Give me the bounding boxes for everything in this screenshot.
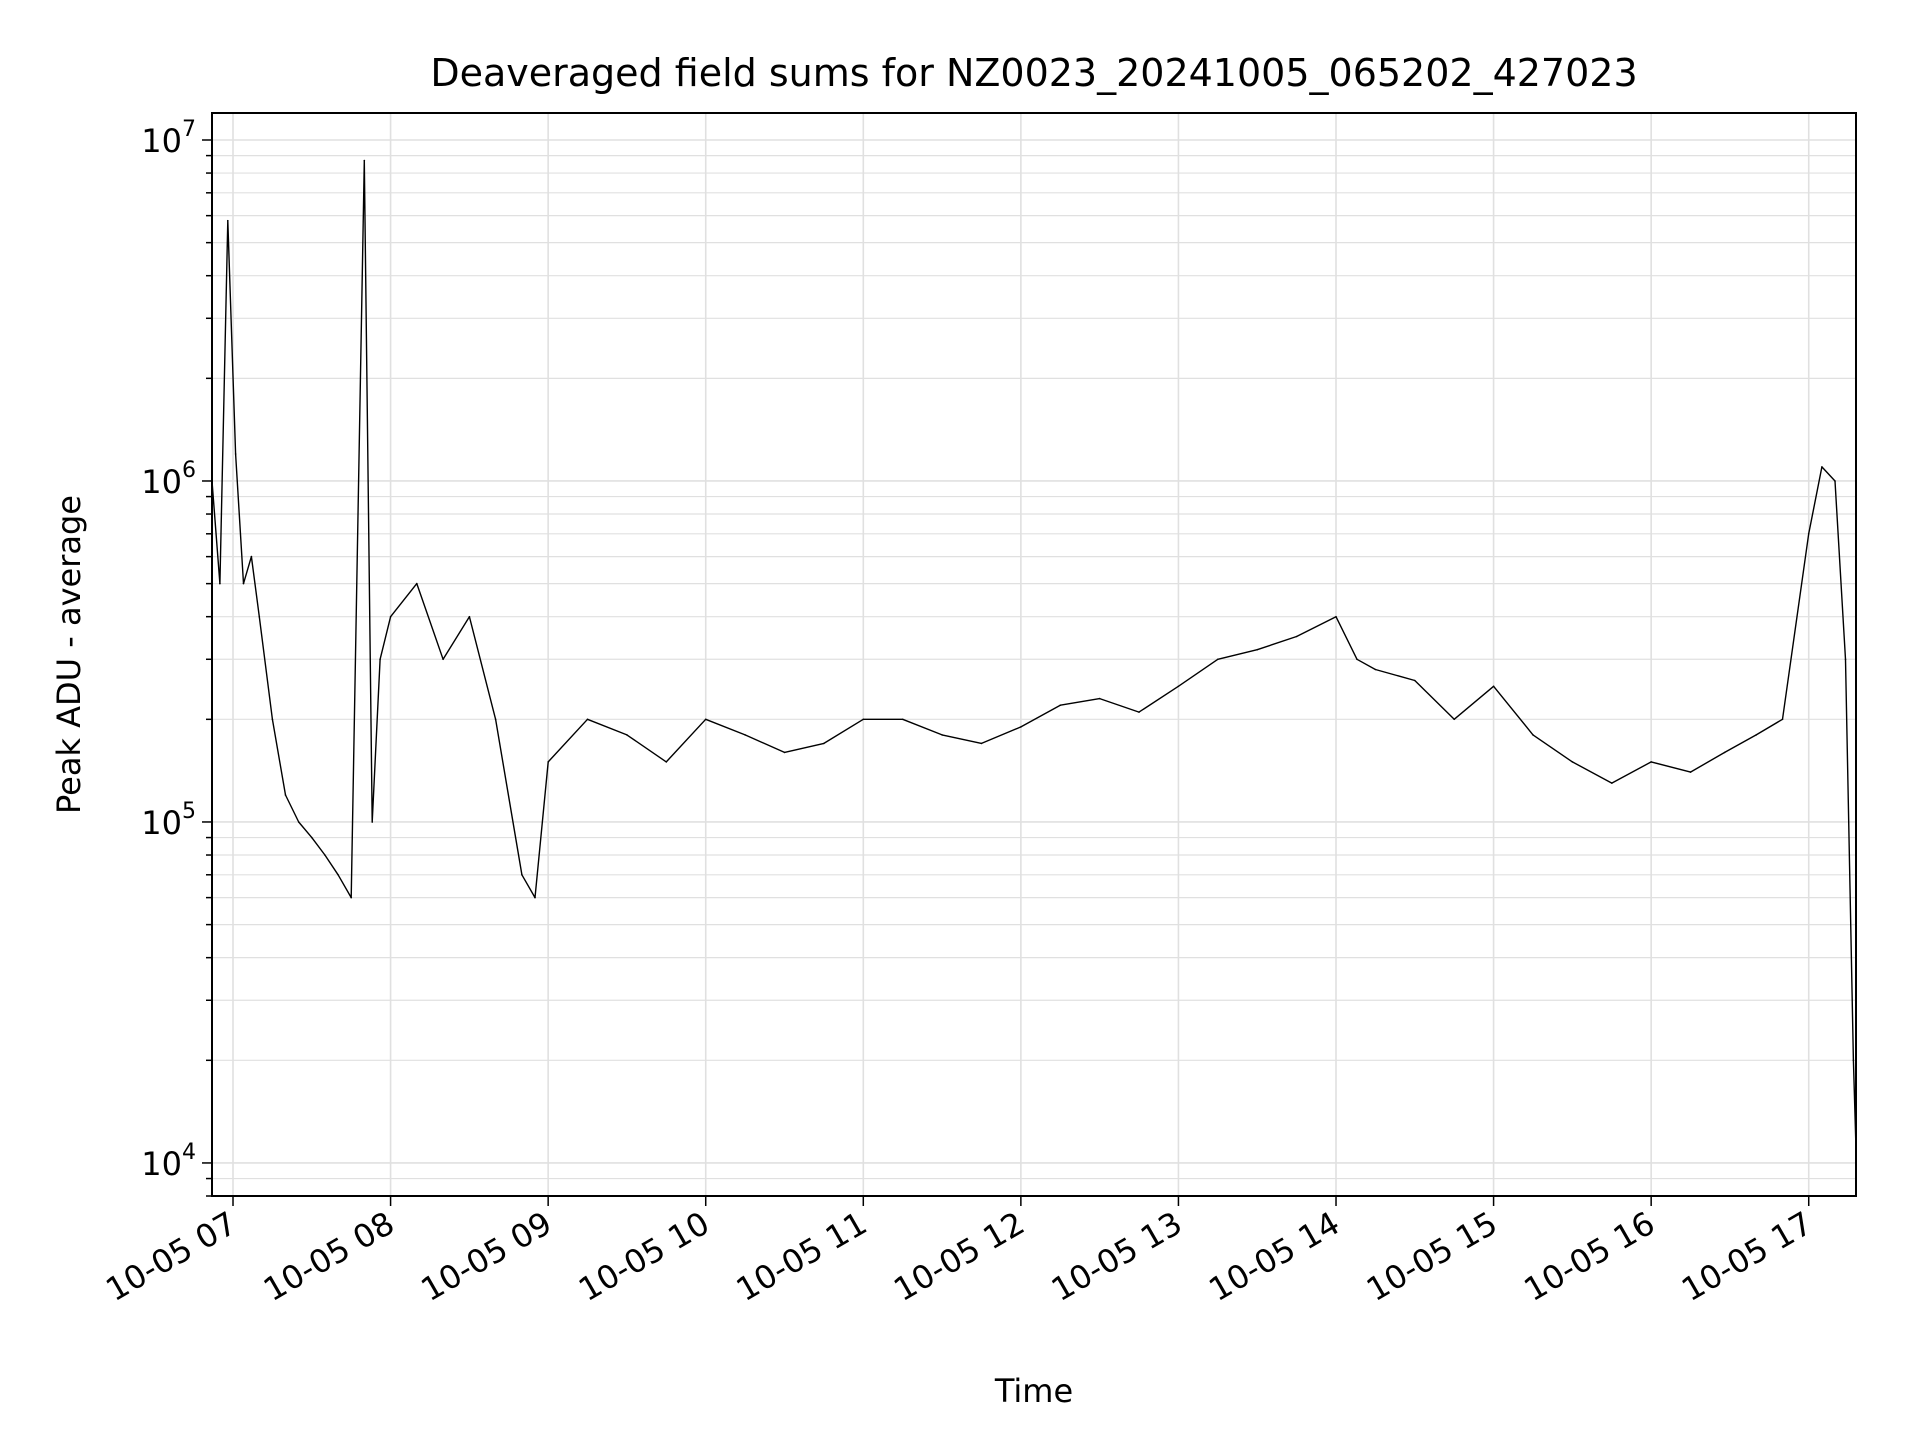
data-point [227,219,229,222]
data-point [337,874,339,876]
data-point [862,718,865,721]
y-tick-label-exponent: 5 [182,799,196,824]
y-tick-label: 104 [141,1140,196,1183]
data-point [324,854,326,856]
data-point [1852,1059,1855,1062]
y-tick-label: 105 [141,799,196,842]
data-point [1295,635,1298,638]
series-line [212,159,1856,1149]
data-point [547,761,549,763]
y-tick-label-exponent: 4 [182,1140,196,1165]
y-tick-label-base: 10 [141,804,182,842]
data-point [311,836,313,839]
data-point [234,453,237,455]
data-point [1217,658,1219,661]
data-point [284,794,287,796]
data-point [1781,718,1784,721]
data-point [1256,648,1258,651]
data-point [379,658,381,661]
grid [212,113,1856,1197]
data-point [1177,685,1180,688]
data-point [1611,782,1613,784]
data-point [442,658,444,661]
x-axis-label: Time [994,1372,1073,1410]
data-point [416,582,418,585]
data-point [1453,718,1455,721]
data-point [1844,658,1847,661]
y-axis-label: Peak ADU - average [50,495,88,814]
data-point [494,718,497,721]
data-point [1532,734,1534,736]
data-point [1492,685,1495,688]
data-point [1138,711,1140,713]
data-point [389,615,392,618]
data-point [1755,734,1757,736]
y-tick-label-exponent: 7 [182,117,196,142]
data-point [371,821,374,823]
data-point [242,582,245,585]
data-point [1834,480,1836,482]
data-point [1059,704,1062,706]
data-point [219,582,221,585]
y-tick-label: 106 [141,458,196,501]
y-tick-label-base: 10 [141,122,182,160]
data-point [665,761,668,763]
data-point [1571,761,1574,763]
chart-title: Deaveraged field sums for NZ0023_2024100… [430,51,1637,95]
data-point [258,615,261,618]
data-point [823,742,825,745]
data-point [250,555,253,558]
data-point [1650,761,1652,763]
data-point [534,896,536,899]
data-point [744,734,746,736]
data-point [941,734,943,736]
data-point [901,718,904,721]
y-tick-label-base: 10 [141,1145,182,1183]
data-point [1689,771,1692,773]
data-point [1807,533,1810,535]
plot-area [211,159,1857,1150]
data-point [468,615,471,618]
data-point [350,896,353,899]
data-point [1374,668,1377,671]
data-point [980,742,983,745]
data-point [363,159,366,162]
data-point [783,751,786,754]
data-point [1821,466,1823,468]
data-point [1414,679,1416,682]
data-point [297,821,300,823]
data-point [1098,697,1101,700]
y-tick-label-base: 10 [141,463,182,501]
data-point [1335,615,1337,618]
y-tick-label-exponent: 6 [182,458,196,483]
data-point [1356,658,1358,661]
data-point [1723,751,1726,754]
data-point [704,718,707,721]
plot-frame [211,112,1857,1197]
data-point [271,718,274,721]
data-point [586,718,589,721]
y-tick-label: 107 [141,117,196,160]
data-point [521,874,523,876]
data-point [626,734,628,736]
data-point [1020,726,1022,728]
